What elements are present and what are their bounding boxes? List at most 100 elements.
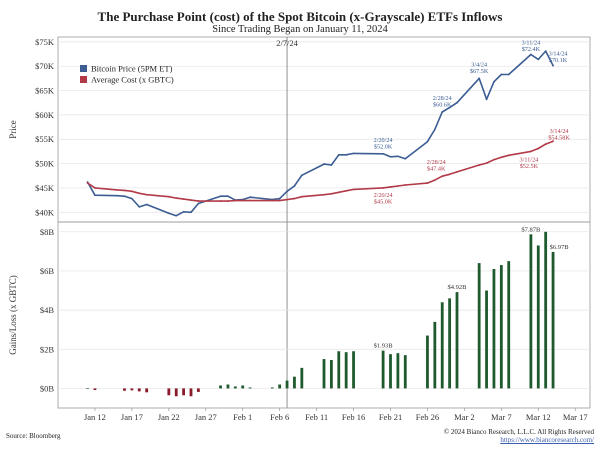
bitcoin-price-point	[396, 155, 399, 158]
bitcoin-price-point	[441, 111, 444, 113]
average-cost-point	[485, 162, 488, 164]
bitcoin-price-point	[323, 163, 325, 165]
bitcoin-price-point	[478, 77, 481, 80]
bitcoin-price-point	[382, 152, 385, 155]
bitcoin-price-point	[448, 106, 451, 109]
gain-bar	[485, 290, 488, 389]
bitcoin-price-point	[175, 214, 178, 217]
average-cost-point	[182, 198, 185, 201]
x-tick-label: Jan 22	[158, 412, 180, 422]
price-tick-label: $55K	[35, 134, 55, 144]
gain-bar	[389, 354, 392, 389]
bitcoin-price-point	[219, 195, 222, 198]
bitcoin-price-point	[167, 212, 170, 215]
average-cost-point	[500, 156, 503, 159]
annotation-date: 2/20/24	[374, 192, 393, 199]
average-cost-point	[389, 186, 392, 188]
average-cost-point	[234, 199, 237, 202]
x-tick-label: Feb 1	[233, 412, 252, 422]
gain-bar	[219, 385, 222, 389]
annotation-value: $54.58K	[548, 135, 570, 142]
gain-bar	[337, 351, 341, 389]
bitcoin-price-point	[337, 153, 340, 156]
average-cost-point	[441, 175, 444, 178]
bitcoin-price-point	[116, 194, 119, 197]
average-cost-point	[123, 189, 126, 192]
bitcoin-price-point	[507, 73, 510, 76]
gains-tick-label: $6B	[40, 266, 55, 276]
bitcoin-price-point	[94, 194, 96, 197]
gains-tick-label: $8B	[40, 227, 55, 237]
average-cost-point	[537, 147, 540, 150]
legend-label: Average Cost (x GBTC)	[91, 75, 174, 85]
average-cost-point	[249, 199, 252, 202]
gain-bar	[226, 384, 230, 389]
gain-bar	[352, 351, 355, 389]
x-tick-label: Feb 16	[342, 412, 365, 422]
average-cost-point	[404, 184, 407, 186]
price-axis-title: Price	[8, 120, 18, 139]
gain-bar	[278, 384, 282, 389]
loss-bar	[93, 388, 97, 390]
website-link[interactable]: https://www.biancoresearch.com/	[500, 436, 594, 444]
gain-bar	[507, 261, 511, 389]
annotation-date: 3/11/24	[522, 40, 541, 47]
source-note: Source: Bloomberg	[6, 432, 61, 440]
bitcoin-price-point	[544, 50, 547, 53]
bitcoin-price-point	[552, 64, 554, 67]
gains-tick-label: $0B	[40, 383, 55, 393]
average-cost-point	[116, 188, 119, 191]
gain-bar	[270, 387, 274, 389]
price-tick-label: $40K	[35, 207, 55, 217]
bitcoin-price-point	[433, 128, 436, 131]
average-cost-point	[448, 173, 451, 176]
gains-tick-label: $2B	[40, 344, 55, 354]
annotation-value: $45.0K	[374, 198, 393, 205]
price-tick-label: $70K	[35, 61, 55, 71]
gains-axis-title: Gains/Loss (x GBTC)	[8, 275, 18, 355]
bitcoin-price-point	[138, 206, 141, 208]
gain-bar	[403, 355, 407, 389]
average-cost-point	[552, 140, 554, 143]
gain-bar	[499, 265, 503, 389]
gains-panel: $0B $2B $4B $6B $8B Gains/Loss (x GBTC) Jan 12…	[8, 221, 591, 422]
gain-bar	[322, 359, 326, 389]
gain-bar	[448, 298, 452, 389]
gains-plot-frame	[57, 221, 591, 409]
legend-swatch	[80, 65, 87, 72]
average-cost-point	[197, 200, 200, 202]
gain-bar	[426, 335, 429, 389]
gain-bar	[241, 385, 245, 389]
price-tick-label: $45K	[35, 183, 55, 193]
average-cost-point	[145, 193, 148, 196]
average-cost-point	[138, 192, 141, 195]
legend-swatch	[80, 76, 87, 83]
bitcoin-price-point	[426, 140, 429, 143]
annotation-date: 3/14/24	[549, 51, 568, 58]
gain-bar	[477, 263, 481, 389]
average-cost-point	[300, 195, 303, 198]
bitcoin-price-point	[286, 190, 288, 193]
average-cost-point	[544, 143, 547, 146]
average-cost-point	[219, 200, 222, 202]
bar-annotation: $6.97B	[550, 244, 570, 251]
gain-bar	[233, 386, 237, 389]
gain-bar	[544, 231, 548, 389]
bitcoin-price-point	[249, 196, 252, 199]
average-cost-point	[286, 198, 288, 201]
price-tick-label: $60K	[35, 110, 55, 120]
bitcoin-price-point	[300, 174, 303, 177]
x-tick-label: Jan 27	[195, 412, 217, 422]
loss-bar	[130, 388, 134, 391]
price-tick-label: $50K	[35, 159, 55, 169]
price-panel: $40K $45K $50K $55K $60K $65K $70K $75K Price 2/7…	[8, 36, 591, 408]
average-cost-point	[241, 199, 244, 202]
gain-bar	[440, 302, 444, 389]
bitcoin-price-point	[123, 195, 126, 198]
annotation-date: 2/20/24	[374, 137, 393, 144]
average-cost-point	[175, 197, 178, 200]
loss-bar	[189, 388, 193, 397]
average-cost-point	[271, 199, 274, 202]
average-cost-point	[352, 188, 355, 191]
x-tick-label: Feb 11	[305, 412, 328, 422]
